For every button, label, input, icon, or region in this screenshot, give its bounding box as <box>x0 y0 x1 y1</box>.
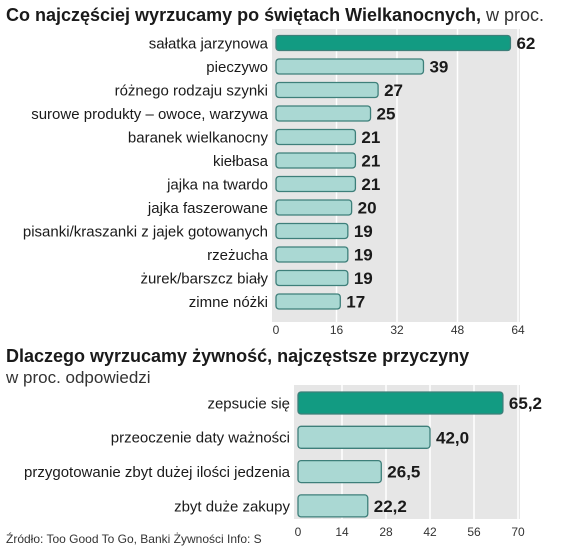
chart2-category-label: zbyt duże zakupy <box>174 498 290 515</box>
chart2-tick-label: 28 <box>379 525 393 539</box>
chart1-bar <box>275 58 425 75</box>
chart1-bar <box>275 128 357 146</box>
chart1-value-label: 20 <box>358 199 377 218</box>
chart1-category-label: rzeżucha <box>207 247 269 264</box>
chart1-category-label: kiełbasa <box>213 153 269 170</box>
chart1-bar <box>275 222 349 240</box>
chart2-tick-label: 0 <box>295 525 302 539</box>
chart2-bar <box>297 494 369 518</box>
chart1-category-label: jajka faszerowane <box>147 200 268 217</box>
chart1-tick-label: 16 <box>330 323 344 337</box>
chart2-value-label: 22,2 <box>374 497 407 516</box>
chart2-title: Dlaczego wyrzucamy żywność, najczęstsze … <box>6 346 470 366</box>
chart1-tick-label: 64 <box>511 323 525 337</box>
chart2-category-label: zepsucie się <box>207 395 290 412</box>
chart1-category-label: pieczywo <box>206 59 268 76</box>
chart2-value-label: 42,0 <box>436 428 469 447</box>
chart1-value-label: 21 <box>361 128 380 147</box>
chart2-bar <box>297 391 504 415</box>
chart2-bar <box>297 459 382 484</box>
chart1-category-label: jajka na twardo <box>166 176 268 193</box>
chart1-category-label: baranek wielkanocny <box>128 129 269 146</box>
chart1-bar <box>275 34 512 52</box>
chart2-tick-label: 70 <box>511 525 525 539</box>
chart1-value-label: 19 <box>354 246 373 265</box>
chart1-category-label: żurek/barszcz biały <box>140 270 268 287</box>
chart2-category-label: przygotowanie zbyt dużej ilości jedzenia <box>24 464 291 481</box>
chart1-bar <box>275 293 341 310</box>
chart1-tick-label: 48 <box>451 323 465 337</box>
chart1-value-label: 27 <box>384 81 403 100</box>
chart1-value-label: 62 <box>516 34 535 53</box>
chart2-category-label: przeoczenie daty ważności <box>111 430 290 447</box>
chart1-bar <box>275 152 357 169</box>
chart1-category-label: różnego rodzaju szynki <box>115 82 268 99</box>
chart1-tick-label: 0 <box>273 323 280 337</box>
chart1-bar <box>275 199 353 216</box>
chart2-value-label: 65,2 <box>509 394 542 413</box>
chart1-value-label: 21 <box>361 152 380 171</box>
chart2-tick-label: 14 <box>335 525 349 539</box>
chart1-bar <box>275 175 357 193</box>
chart2-bar <box>297 425 431 449</box>
source-note: Źródło: Too Good To Go, Banki Żywności I… <box>6 532 262 546</box>
chart1-bar <box>275 269 349 287</box>
chart1-category-label: zimne nóżki <box>189 294 268 311</box>
chart1-category-label: sałatka jarzynowa <box>149 35 269 52</box>
chart1-category-label: pisanki/kraszanki z jajek gotowanych <box>23 223 268 240</box>
chart1-title: Co najczęściej wyrzucamy po świętach Wie… <box>6 5 545 25</box>
chart1-tick-label: 32 <box>390 323 404 337</box>
chart1-svg: 0 16 32 48 64 sałatka jarzynowa 62 pieczywo 39 ró… <box>23 29 535 337</box>
chart1-value-label: 19 <box>354 269 373 288</box>
chart2-value-label: 26,5 <box>387 463 420 482</box>
chart2-tick-label: 56 <box>467 525 481 539</box>
chart1-bar <box>275 246 349 263</box>
chart1-bar <box>275 105 372 122</box>
chart2-subtitle: w proc. odpowiedzi <box>6 368 151 387</box>
chart1-value-label: 25 <box>377 105 396 124</box>
chart1-bar <box>275 81 379 99</box>
chart1-value-label: 39 <box>429 58 448 77</box>
chart1-category-label: surowe produkty – owoce, warzywa <box>31 106 268 123</box>
chart1-value-label: 21 <box>361 175 380 194</box>
chart2-tick-label: 42 <box>423 525 437 539</box>
chart1-value-label: 19 <box>354 222 373 241</box>
chart1-value-label: 17 <box>346 293 365 312</box>
